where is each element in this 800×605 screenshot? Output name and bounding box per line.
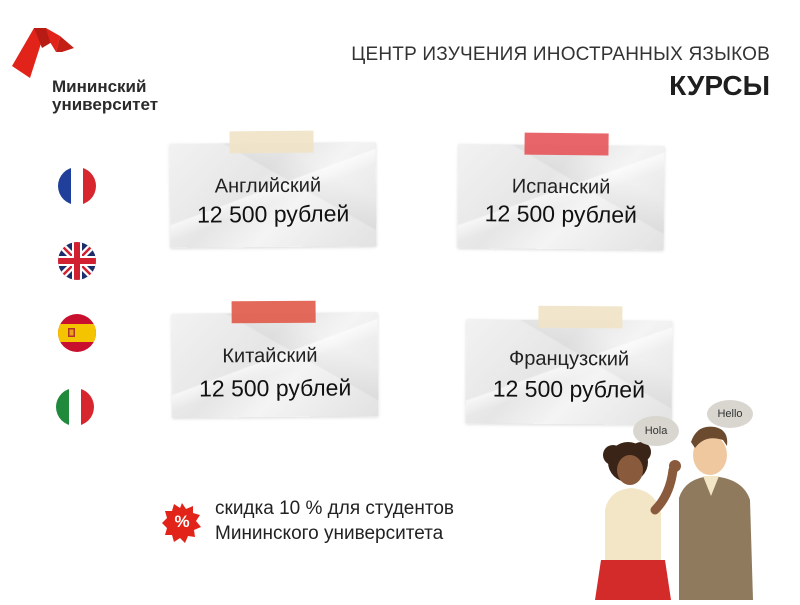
tape-decoration xyxy=(524,132,609,156)
people-icon xyxy=(595,426,753,600)
course-card-spanish[interactable]: Испанский 12 500 рублей xyxy=(457,132,665,251)
course-language: Китайский xyxy=(222,344,318,368)
italy-flag-icon xyxy=(56,388,94,426)
discount-text: скидка 10 % для студентов Мининского уни… xyxy=(215,496,454,546)
bubble-right-text: Hello xyxy=(717,408,743,420)
course-language: Французский xyxy=(509,347,630,371)
course-price: 12 500 рублей xyxy=(484,200,638,228)
course-price: 12 500 рублей xyxy=(198,374,352,402)
page-subtitle: ЦЕНТР ИЗУЧЕНИЯ ИНОСТРАННЫХ ЯЗЫКОВ xyxy=(351,44,770,65)
university-logo: Мининский университет xyxy=(12,26,172,116)
badge-percent: % xyxy=(174,512,190,531)
bubble-left-text: Hola xyxy=(644,425,668,437)
discount-line-2: Мининского университета xyxy=(215,523,444,544)
course-card-chinese[interactable]: Китайский 12 500 рублей xyxy=(171,300,379,418)
discount-badge-icon: % xyxy=(162,503,202,543)
page-title: КУРСЫ xyxy=(669,70,770,101)
course-language: Испанский xyxy=(511,175,611,199)
logo-line-2: университет xyxy=(52,95,159,114)
badge-star xyxy=(162,503,201,543)
tape-decoration xyxy=(229,130,314,154)
course-card-english[interactable]: Английский 12 500 рублей xyxy=(169,130,377,248)
tape-decoration xyxy=(231,300,316,324)
speech-bubble-left: Hola xyxy=(633,416,679,446)
people-illustration: Hola Hello xyxy=(595,400,800,600)
logo-mark-icon xyxy=(12,28,74,78)
logo-text: Мининский университет xyxy=(52,78,158,114)
uk-flag-icon xyxy=(58,242,96,280)
speech-bubble-right: Hello xyxy=(707,400,753,428)
course-price: 12 500 рублей xyxy=(196,200,350,228)
france-flag-icon xyxy=(58,167,96,205)
tape-decoration xyxy=(538,305,623,329)
spain-flag-icon xyxy=(58,314,96,352)
logo-line-1: Мининский xyxy=(52,77,147,96)
header: ЦЕНТР ИЗУЧЕНИЯ ИНОСТРАННЫХ ЯЗЫКОВ КУРСЫ xyxy=(351,44,770,102)
course-language: Английский xyxy=(214,174,322,198)
discount-line-1: скидка 10 % для студентов xyxy=(215,498,454,519)
